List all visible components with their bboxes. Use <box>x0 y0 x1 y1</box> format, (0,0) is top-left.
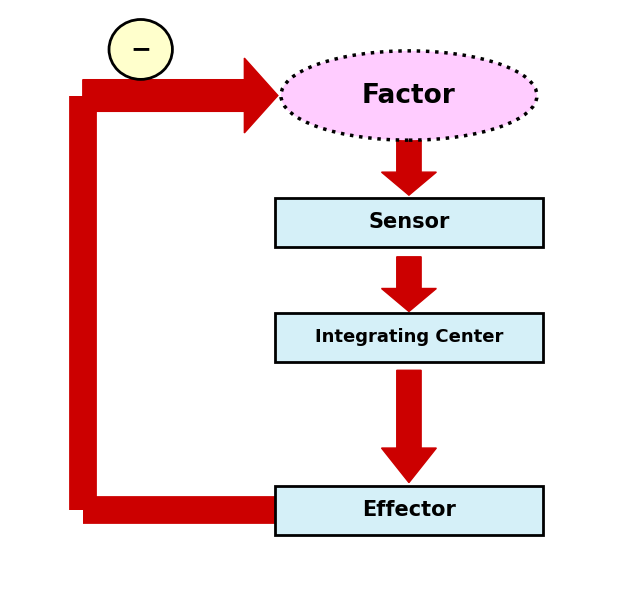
FancyArrow shape <box>382 370 436 482</box>
Bar <box>275 198 543 247</box>
Text: Sensor: Sensor <box>368 212 450 232</box>
Circle shape <box>109 19 173 79</box>
FancyArrow shape <box>83 58 278 133</box>
Text: Integrating Center: Integrating Center <box>315 328 503 346</box>
Text: Effector: Effector <box>362 500 456 520</box>
Bar <box>275 486 543 535</box>
Text: −: − <box>130 37 151 61</box>
Ellipse shape <box>281 51 537 140</box>
Bar <box>275 313 543 362</box>
FancyArrow shape <box>382 140 436 195</box>
FancyArrow shape <box>382 257 436 311</box>
Text: Factor: Factor <box>362 83 456 109</box>
